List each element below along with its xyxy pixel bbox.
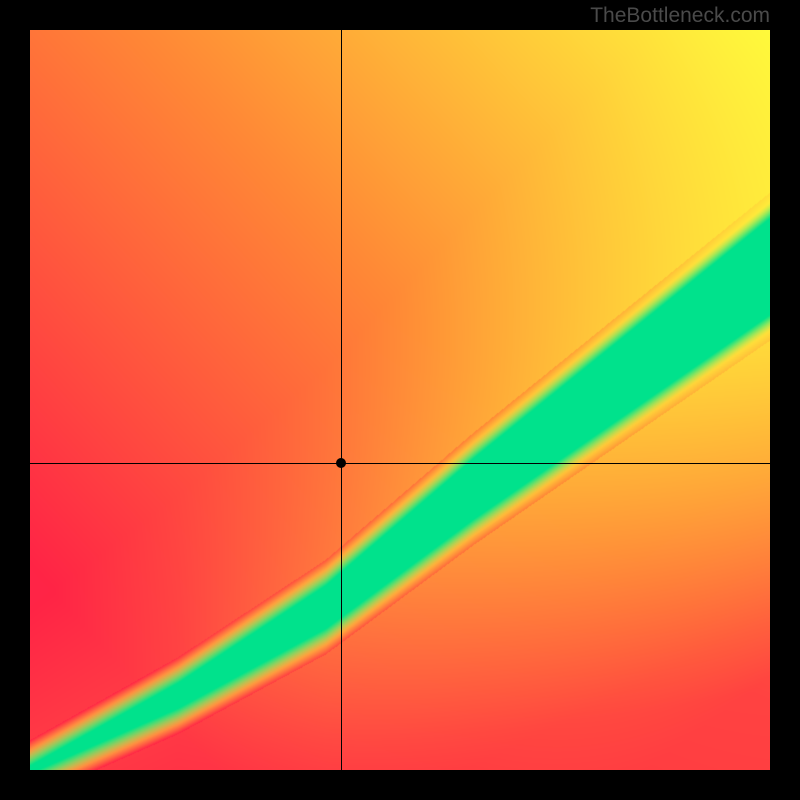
- chart-container: { "watermark": "TheBottleneck.com", "can…: [0, 0, 800, 800]
- crosshair-horizontal: [30, 463, 770, 464]
- plot-area: [30, 30, 770, 770]
- watermark-text: TheBottleneck.com: [590, 4, 770, 28]
- heatmap-canvas: [30, 30, 770, 770]
- crosshair-vertical: [341, 30, 342, 770]
- crosshair-dot: [336, 458, 346, 468]
